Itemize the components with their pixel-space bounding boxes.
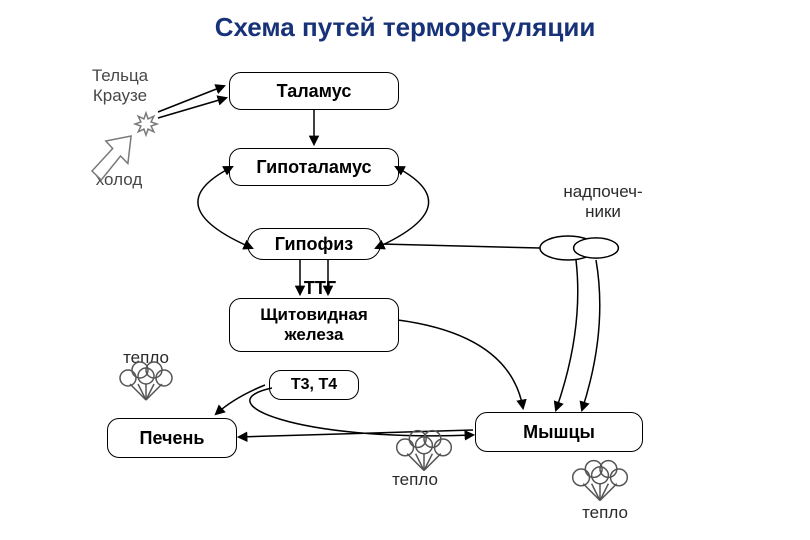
node-thyroid-label: Щитовиднаяжелеза [260,305,368,345]
node-t3t4: Т3, Т4 [269,370,359,400]
node-thyroid: Щитовиднаяжелеза [229,298,399,352]
label-heat3: тепло [570,503,640,523]
page-title: Схема путей терморегуляции [0,12,810,43]
label-cold: холод [84,170,154,190]
node-hypothalamus: Гипоталамус [229,148,399,186]
label-heat2: тепло [380,470,450,490]
node-thalamus-label: Таламус [277,81,352,102]
node-thalamus: Таламус [229,72,399,110]
node-muscles: Мышцы [475,412,643,452]
label-heat1: тепло [111,348,181,368]
node-pituitary: Гипофиз [247,228,381,260]
label-adrenals: надпочеч-ники [543,182,663,222]
node-liver: Печень [107,418,237,458]
node-muscles-label: Мышцы [523,422,595,443]
node-hypothalamus-label: Гипоталамус [256,157,371,178]
label-krause: ТельцаКраузе [75,66,165,106]
node-pituitary-label: Гипофиз [275,234,353,255]
node-liver-label: Печень [140,428,205,449]
label-ttg: ТТГ [295,278,345,299]
node-t3t4-label: Т3, Т4 [291,376,337,394]
